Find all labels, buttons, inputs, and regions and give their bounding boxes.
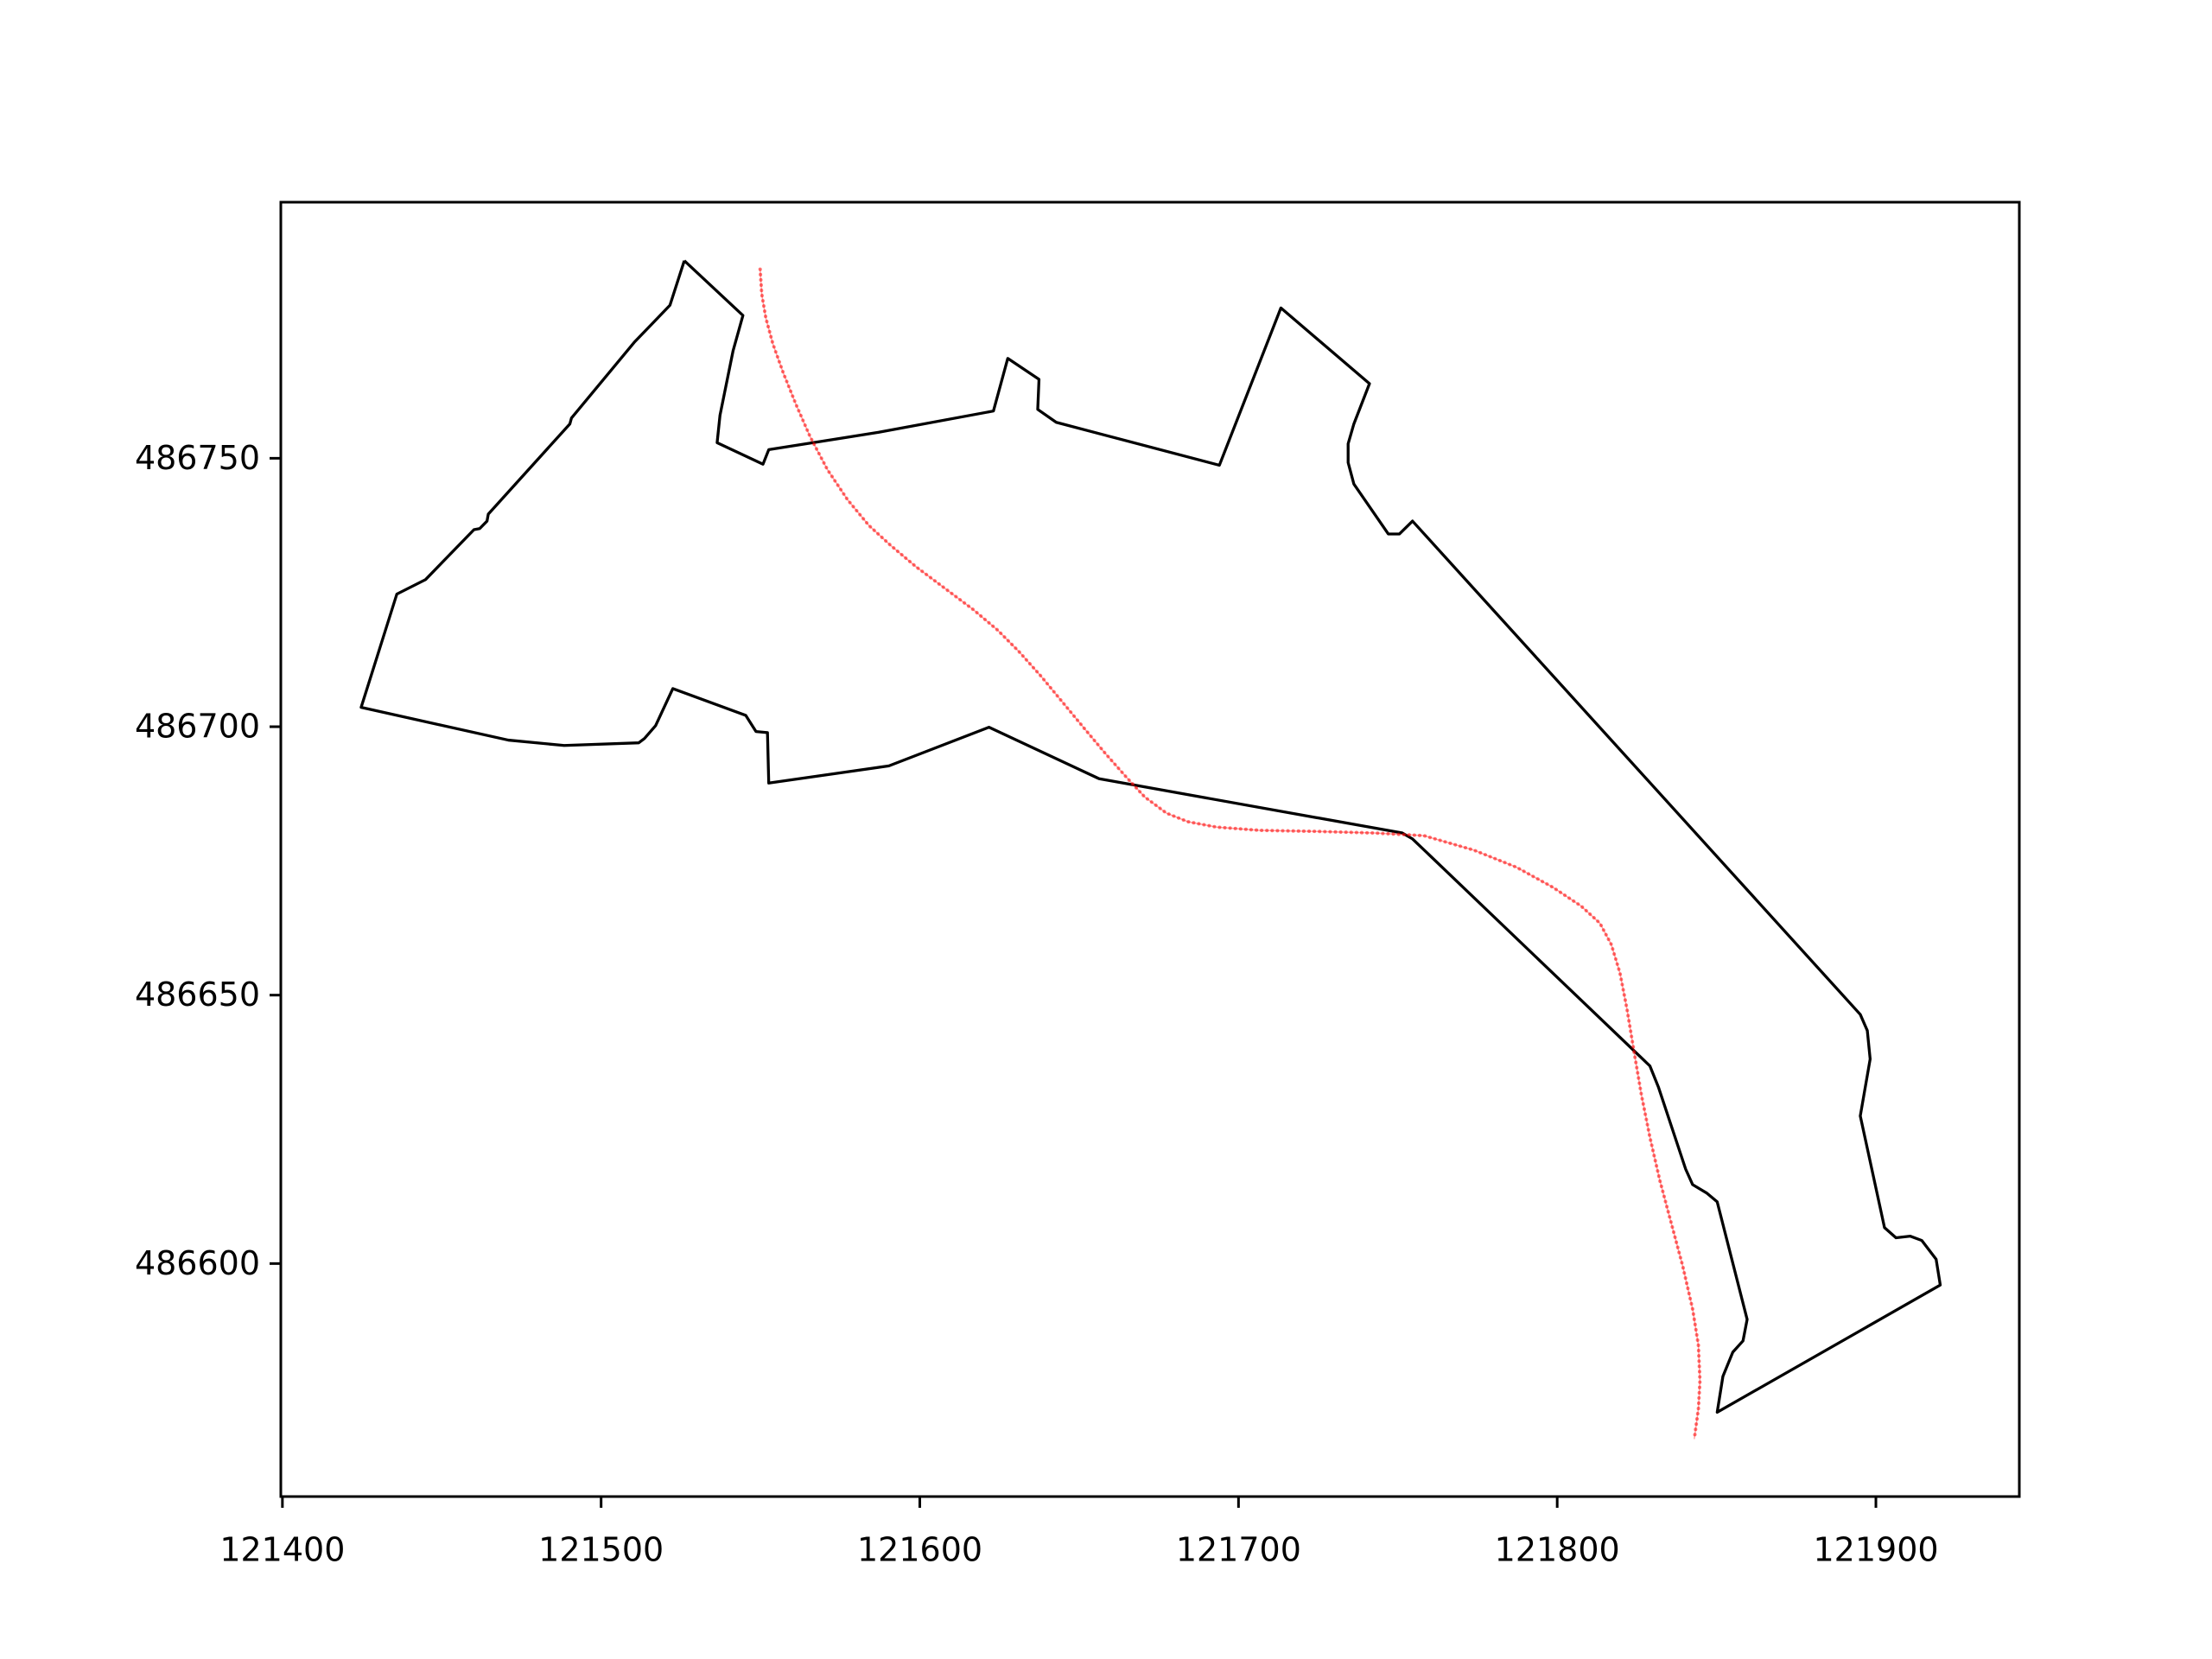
y-tick-label: 486650 — [135, 976, 260, 1014]
trajectory-trace — [759, 269, 1701, 1440]
x-tick-label: 121600 — [857, 1531, 982, 1569]
plot-frame — [279, 200, 2021, 1498]
x-tick-label: 121700 — [1176, 1531, 1301, 1569]
y-tick-label: 486750 — [135, 439, 260, 477]
outline — [359, 259, 1942, 1414]
x-tick-label: 121400 — [219, 1531, 345, 1569]
x-tick-label: 121800 — [1495, 1531, 1620, 1569]
y-tick-label: 486600 — [135, 1244, 260, 1282]
trajectory — [758, 267, 1702, 1441]
x-tick-label: 121900 — [1813, 1531, 1938, 1569]
x-tick-label: 121500 — [538, 1531, 664, 1569]
y-tick-label: 486700 — [135, 708, 260, 746]
